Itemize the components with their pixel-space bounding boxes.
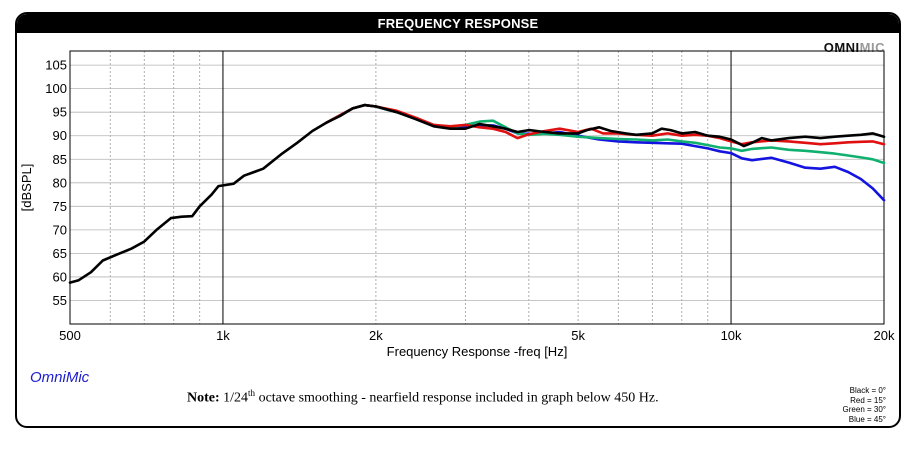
legend-entry: Red = 15° (850, 395, 886, 405)
y-tick-label: 55 (53, 293, 67, 308)
x-tick-label: 2k (369, 328, 383, 343)
smoothing-note: Note: 1/24th octave smoothing - nearfiel… (187, 388, 659, 407)
y-tick-label: 100 (45, 81, 67, 96)
x-tick-label: 5k (571, 328, 585, 343)
x-tick-label: 500 (59, 328, 81, 343)
y-tick-label: 65 (53, 246, 67, 261)
frequency-response-chart: 55 60 65 70 75 80 85 90 95 100 105 500 1k 2k 5k 10k 20k… (19, 50, 895, 359)
x-axis-ticks: 500 1k 2k 5k 10k 20k (59, 328, 895, 343)
note-label: Note: (187, 390, 220, 406)
y-tick-label: 85 (53, 152, 67, 167)
x-tick-label: 20k (874, 328, 895, 343)
grid-major (222, 51, 732, 324)
y-tick-label: 80 (53, 175, 67, 190)
y-tick-label: 75 (53, 199, 67, 214)
series-layer (68, 103, 886, 284)
legend-entry: Blue = 45° (848, 414, 886, 424)
chart-frame: FREQUENCY RESPONSE OMNIMIC 55 60 65 70 75 80 8… (15, 12, 901, 428)
x-tick-label: 10k (721, 328, 742, 343)
y-tick-label: 90 (53, 128, 67, 143)
note-superscript: th (248, 388, 256, 398)
y-tick-label: 105 (45, 58, 67, 73)
y-tick-label: 95 (53, 105, 67, 120)
x-axis-label: Frequency Response -freq [Hz] (387, 344, 568, 359)
chart-title: FREQUENCY RESPONSE (17, 14, 899, 33)
plot-area (69, 50, 885, 325)
legend-entry: Green = 30° (842, 405, 886, 414)
grid-minor (70, 51, 884, 324)
angle-legend: Black = 0° Red = 15° Green = 30° Blue = 45° (843, 386, 886, 424)
y-axis-ticks: 55 60 65 70 75 80 85 90 95 100 105 (45, 58, 67, 308)
omnimic-footer-label: OmniMic (30, 369, 90, 386)
y-axis-label: [dBSPL] (19, 164, 34, 212)
note-text: octave smoothing - nearfield response in… (255, 390, 659, 406)
series-line-1414e0 (325, 103, 886, 202)
y-tick-label: 60 (53, 269, 67, 284)
series-line-000000 (68, 103, 886, 284)
note-prefix: 1/24 (223, 390, 249, 406)
legend-entry: Black = 0° (849, 386, 886, 395)
y-tick-label: 70 (53, 222, 67, 237)
x-tick-label: 1k (216, 328, 230, 343)
